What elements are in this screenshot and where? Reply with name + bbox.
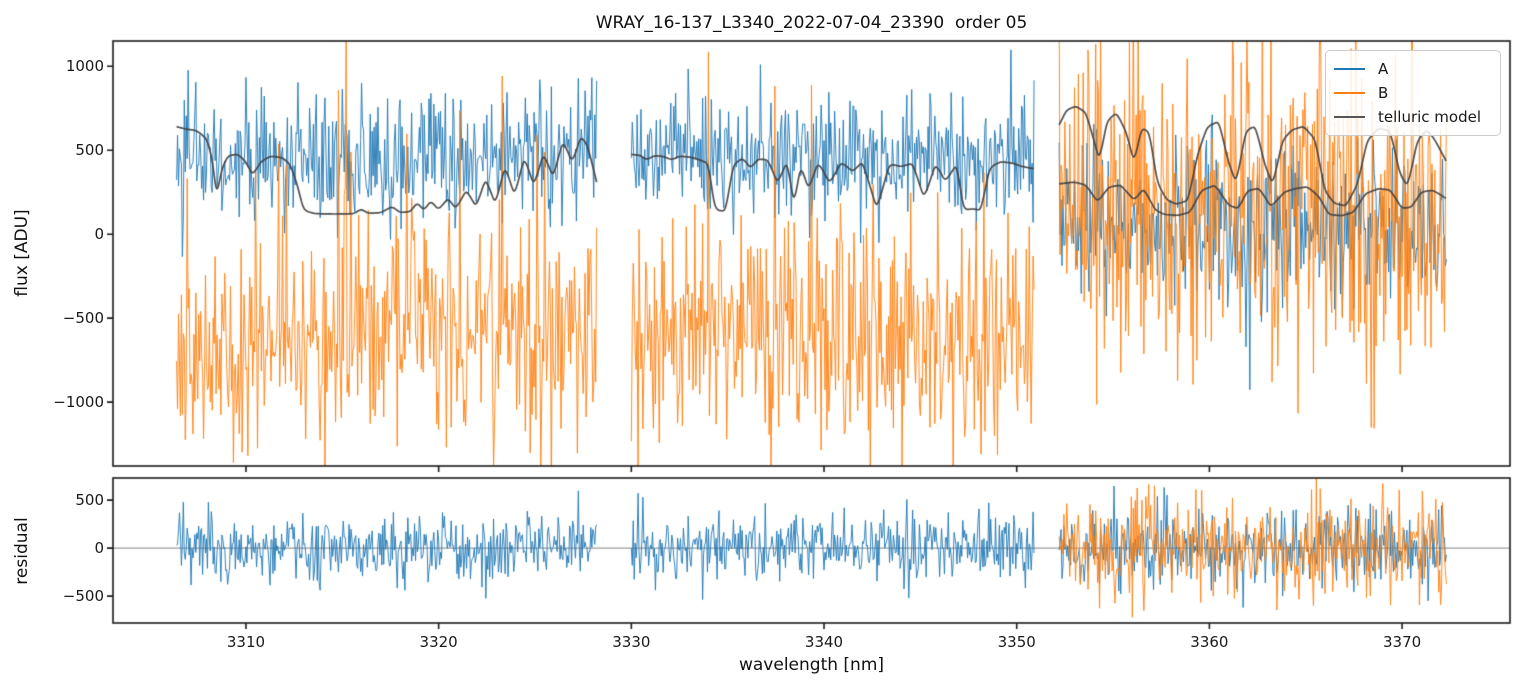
flux-y-tick-label: 500 [75, 141, 104, 160]
x-tick-label: 3370 [1383, 633, 1422, 651]
legend-item: telluric model [1334, 105, 1490, 129]
flux-y-tick-label: 0 [94, 225, 104, 244]
residual-y-tick-label: −500 [62, 587, 104, 606]
legend-line-sample-a [1334, 68, 1365, 70]
x-axis-label: wavelength [nm] [738, 655, 885, 675]
legend-line-sample-b [1334, 92, 1365, 94]
flux-y-tick-label: −1000 [53, 393, 104, 412]
flux-y-tick-label: −500 [62, 309, 104, 328]
x-tick-label: 3350 [997, 633, 1036, 651]
x-tick-label: 3360 [1190, 633, 1229, 651]
flux-y-tick-label: 1000 [65, 57, 104, 76]
legend-line-sample-model [1334, 116, 1365, 118]
x-tick-label: 3330 [612, 633, 651, 651]
legend-item-label: B [1378, 84, 1389, 102]
residual-y-tick-label: 0 [94, 539, 104, 558]
legend-item-label: telluric model [1378, 108, 1482, 126]
flux-y-axis-label: flux [ADU] [12, 209, 32, 297]
x-tick-label: 3340 [804, 633, 844, 651]
x-tick-label: 3310 [226, 633, 266, 651]
chart-title: WRAY_16-137_L3340_2022-07-04_23390 order… [595, 13, 1028, 33]
legend-item: B [1334, 81, 1490, 105]
x-tick-label: 3320 [419, 633, 458, 651]
legend-item: A [1334, 57, 1490, 81]
residual-y-tick-label: 500 [75, 491, 104, 510]
legend-item-label: A [1378, 60, 1389, 78]
legend: A B telluric model [1325, 50, 1501, 136]
residual-y-axis-label: residual [12, 517, 32, 585]
